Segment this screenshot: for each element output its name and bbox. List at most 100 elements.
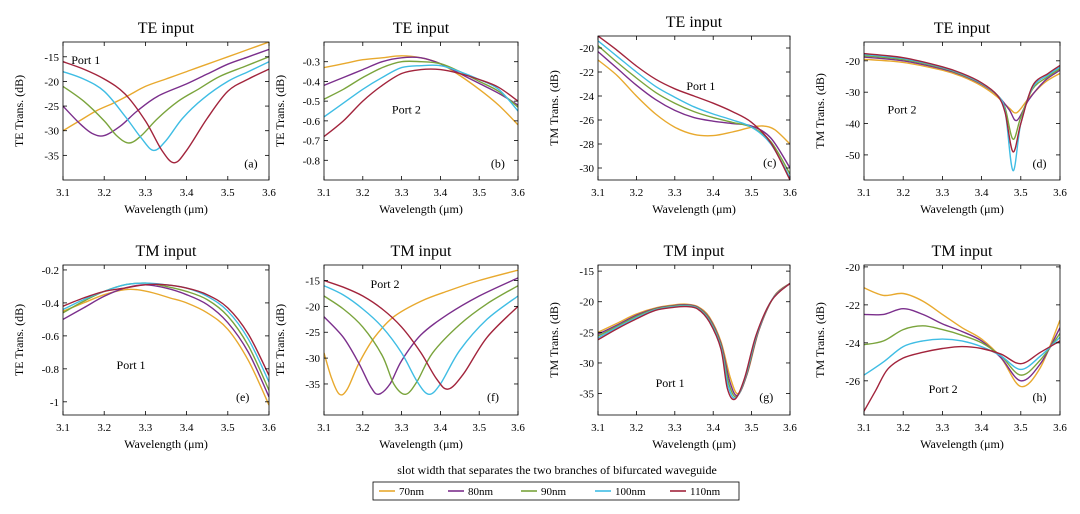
x-tick-label: 3.2 [896,187,910,199]
y-tick-label: -30 [579,163,594,175]
plot-frame [597,35,791,181]
x-tick-label: 3.3 [936,422,950,434]
panel-a: TE input 3.1 3.2 3.3 3.4 3.5 3.6 -15 -20 -25 -30 -3… [12,20,276,216]
series-line-80nm [63,48,269,137]
panel-tag: (f) [487,390,499,404]
y-tick-label: -0.4 [42,298,60,310]
legend-label-90nm: 90nm [541,486,567,498]
plot-frame [597,264,791,416]
x-tick-label: 3.5 [745,187,759,199]
y-tick-label: -20 [845,56,860,68]
plot-frame [863,41,1061,181]
y-axis-label: TM Trans. (dB) [547,302,561,378]
legend-label-100nm: 100nm [615,486,646,498]
x-tick-label: 3.2 [97,187,111,199]
port-annotation: Port 1 [71,53,100,67]
chart-title: TM input [932,243,993,260]
series-line-100nm [864,336,1060,376]
y-axis-label: TE Trans. (dB) [12,304,26,376]
panel-tag: (g) [759,390,773,404]
x-tick-label: 3.3 [395,422,409,434]
x-tick-label: 3.3 [668,422,682,434]
port-annotation: Port 1 [117,358,146,372]
legend-label-80nm: 80nm [468,486,494,498]
legend-box [372,481,740,501]
y-tick-label: -0.6 [303,116,321,128]
y-tick-label: -0.2 [42,265,59,277]
y-axis-label: TM Trans. (dB) [547,70,561,146]
series-line-110nm [598,36,790,180]
x-tick-label: 3.1 [317,187,331,199]
y-tick-label: -15 [44,52,59,64]
x-tick-label: 3.3 [668,187,682,199]
series-line-70nm [598,59,790,145]
x-tick-label: 3.2 [97,422,111,434]
y-axis-label: TE Trans. (dB) [12,75,26,147]
y-tick-label: -0.4 [303,76,321,88]
panels: TE input 3.1 3.2 3.3 3.4 3.5 3.6 -15 -20 -25 -30 -3… [12,14,1067,451]
port-annotation: Port 1 [686,79,715,93]
series-line-90nm [598,282,790,398]
chart-title: TE input [138,20,195,37]
series-line-70nm [324,269,518,396]
series-line-110nm [324,68,518,138]
x-tick-label: 3.4 [180,187,194,199]
y-tick-label: -20 [579,43,594,55]
chart-title: TM input [136,243,197,260]
x-tick-label: 3.3 [139,187,153,199]
chart-title: TM input [391,243,452,260]
series-line-70nm [864,287,1060,388]
y-tick-label: -20 [845,262,860,274]
x-tick-label: 3.6 [262,187,276,199]
port-annotation: Port 2 [371,277,400,291]
series-line-80nm [864,307,1060,382]
y-tick-label: -0.7 [303,136,321,148]
y-tick-label: -35 [44,150,59,162]
y-tick-label: -0.8 [303,155,321,167]
y-tick-label: -25 [44,101,59,113]
series-line-110nm [324,279,518,390]
series-line-100nm [598,282,790,399]
plot-frame [323,264,519,416]
series-line-80nm [598,282,790,397]
port-annotation: Port 2 [929,382,958,396]
panel-tag: (a) [244,156,257,170]
x-tick-label: 3.6 [783,422,797,434]
x-tick-label: 3.2 [896,422,910,434]
x-tick-label: 3.2 [356,187,370,199]
y-tick-label: -40 [845,119,860,131]
panel-e: TM input 3.1 3.2 3.3 3.4 3.5 3.6 -0.2 -0.4 -0.6 -0… [12,243,276,451]
x-tick-label: 3.5 [472,187,486,199]
x-tick-label: 3.4 [706,422,720,434]
x-tick-label: 3.5 [1014,422,1028,434]
x-tick-label: 3.6 [262,422,276,434]
panel-f: TM input 3.1 3.2 3.3 3.4 3.5 3.6 -15 -20 -25 -30 -3… [273,243,525,451]
x-tick-label: 3.5 [472,422,486,434]
y-tick-label: -30 [845,87,860,99]
panel-tag: (c) [763,156,776,170]
x-axis-label: Wavelength (μm) [124,202,208,216]
y-tick-label: -24 [845,338,860,350]
series-line-110nm [598,282,790,401]
y-tick-label: -25 [579,327,594,339]
x-tick-label: 3.5 [221,187,235,199]
legend-caption: slot width that separates the two branch… [397,463,717,477]
y-tick-label: -24 [579,91,594,103]
panel-tag: (e) [236,390,249,404]
panel-tag: (b) [491,156,505,170]
x-tick-label: 3.6 [511,187,525,199]
x-tick-label: 3.3 [395,187,409,199]
series-line-110nm [864,52,1060,153]
chart-title: TE input [934,20,991,37]
port-annotation: Port 2 [888,102,917,116]
chart-title: TM input [664,243,725,260]
series-line-110nm [63,61,269,164]
x-tick-label: 3.4 [975,422,989,434]
y-tick-label: -20 [579,297,594,309]
x-tick-label: 3.1 [591,187,605,199]
chart-title: TE input [393,20,450,37]
panel-g: TM input 3.1 3.2 3.3 3.4 3.5 3.6 -15 -20 -25 -30 -3… [547,243,797,451]
port-annotation: Port 2 [392,102,421,116]
panel-d: TE input 3.1 3.2 3.3 3.4 3.5 3.6 -20 -30 -40 -50 Wa… [813,20,1067,216]
series-line-80nm [324,56,518,106]
